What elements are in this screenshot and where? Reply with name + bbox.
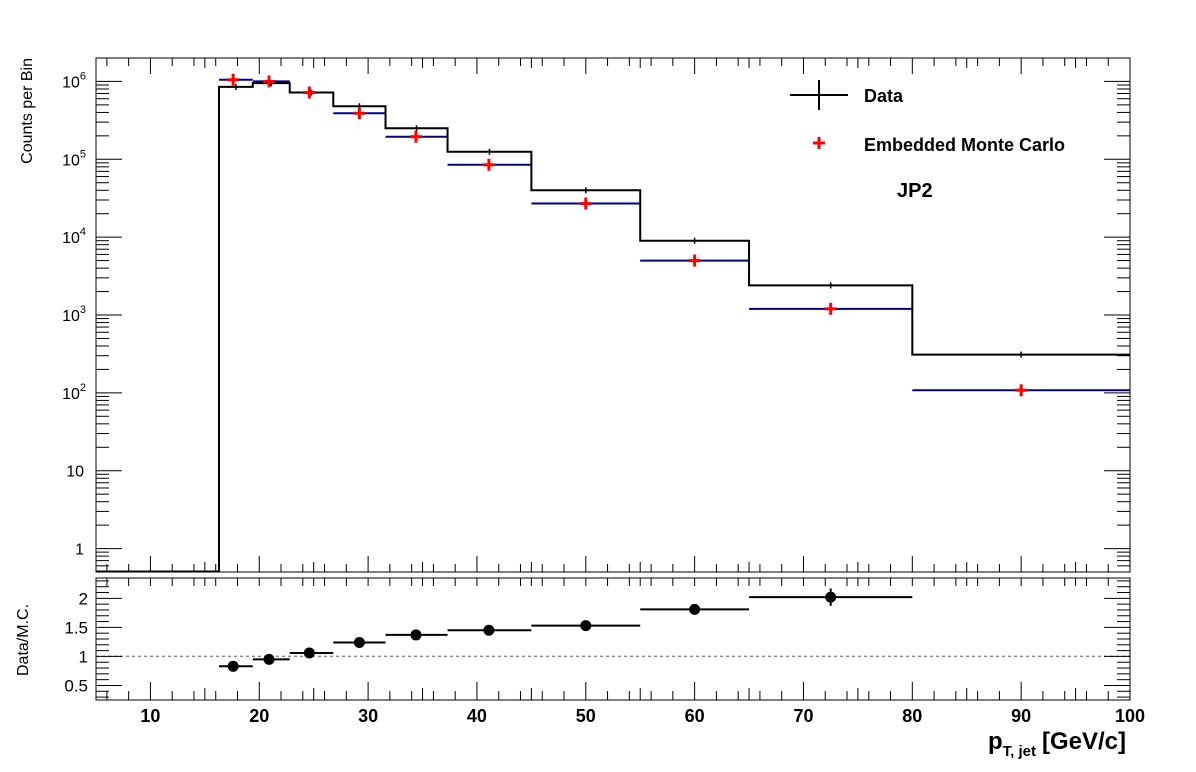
trigger-annotation: JP2 [897,180,933,202]
top-y-tick-label: 106 [62,70,86,91]
ratio-point [531,620,641,632]
bottom-y-tick-label: 1.5 [64,618,88,637]
x-tick-label: 40 [467,706,487,726]
top-y-tick-label: 105 [62,148,86,169]
x-tick-label: 90 [1011,706,1031,726]
ratio-marker [410,629,422,641]
mc-marker [482,158,495,171]
mc-marker [1015,384,1028,397]
ratio-point [385,629,448,641]
x-axis-label: pT, jet [GeV/c] [988,728,1126,760]
top-y-tick-label: 103 [62,304,86,325]
ratio-point [749,588,913,606]
ratio-point [252,653,290,665]
mc-marker [353,107,366,120]
top-panel: 1 10 102 103 104 105 106 Counts per Bin Data E… [19,57,1131,573]
mc-marker [409,130,422,143]
x-tick-label: 50 [576,706,596,726]
bottom-ticks [95,578,1131,700]
top-y-tick-label: 104 [62,226,86,247]
x-tick-label: 100 [1115,706,1145,726]
top-y-axis-label: Counts per Bin [19,58,36,164]
ratio-marker [689,603,701,615]
mc-markers [227,73,1028,397]
bottom-y-axis-label: Data/M.C. [15,604,32,676]
legend-mc-label: Embedded Monte Carlo [864,135,1065,155]
data-error-bars [235,80,1022,358]
ratio-marker [353,636,365,648]
top-y-tick-label: 102 [62,382,86,403]
mc-marker [688,254,701,267]
top-y-tick-labels: 1 10 102 103 104 105 106 [62,70,86,558]
bottom-y-tick-labels: 0.5 1 1.5 2 [64,589,88,695]
top-y-tick-label: 10 [66,464,84,481]
ratio-point [218,660,253,672]
ratio-point [333,636,386,648]
mc-marker [824,302,837,315]
ratio-point [289,647,334,659]
ratio-point [640,603,750,615]
ratio-marker [580,620,592,632]
bottom-plot-frame [95,577,1131,701]
x-tick-labels: 10 20 30 40 50 60 70 80 90 100 [140,706,1145,726]
top-ticks [95,57,1131,573]
mc-bin-lines [218,78,1130,392]
mc-marker [227,73,240,86]
mc-marker [263,75,276,88]
x-tick-label: 70 [793,706,813,726]
ratio-point [447,624,532,636]
ratio-marker [263,653,275,665]
data-histogram [96,82,1130,573]
legend: Data Embedded Monte Carlo JP2 [790,80,1065,202]
x-tick-label: 20 [249,706,269,726]
x-tick-label: 60 [685,706,705,726]
top-y-tick-label: 1 [75,542,84,559]
ratio-points [218,588,913,672]
mc-marker [579,197,592,210]
ratio-marker [227,660,239,672]
bottom-panel: 0.5 1 1.5 2 10 20 30 40 50 60 70 80 90 100 Data/M.C.… [15,577,1145,760]
legend-mc-symbol [813,137,825,149]
mc-marker [303,86,316,99]
ratio-marker [483,624,495,636]
bottom-y-tick-label: 2 [79,589,88,608]
bottom-y-tick-label: 1 [79,647,88,666]
x-tick-label: 30 [358,706,378,726]
legend-data-label: Data [864,86,904,106]
bottom-y-tick-label: 0.5 [64,676,88,695]
ratio-marker [825,591,837,603]
ratio-marker [303,647,315,659]
x-tick-label: 10 [140,706,160,726]
x-tick-label: 80 [902,706,922,726]
